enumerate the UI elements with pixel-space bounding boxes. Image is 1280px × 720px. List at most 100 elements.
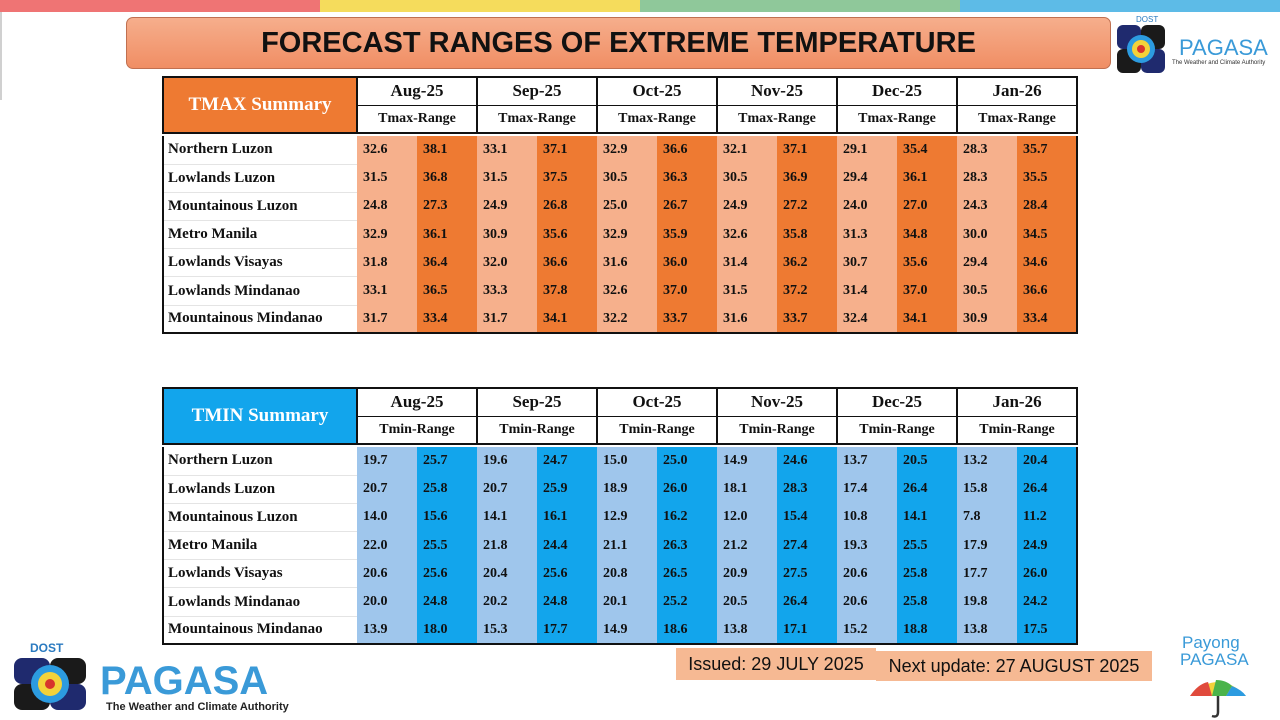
tmax-range-low-cell: 24.8	[357, 192, 417, 221]
tmax-month-header: Oct-25	[596, 76, 718, 106]
tmin-range-high-cell: 25.6	[537, 559, 597, 588]
tmin-range-high-cell: 25.5	[897, 531, 958, 560]
umbrella-icon	[1190, 680, 1246, 718]
tmax-range-high-cell: 36.4	[417, 248, 477, 277]
tmax-range-high-cell: 36.9	[777, 164, 838, 193]
tmax-range-low-cell: 32.9	[597, 136, 657, 165]
tmin-range-high-cell: 25.7	[417, 447, 477, 476]
tmax-range-high-cell: 26.7	[657, 192, 717, 221]
tmax-range-high-cell: 38.1	[417, 136, 477, 165]
tmax-range-high-cell: 36.6	[657, 136, 717, 165]
table-row: Mountainous Luzon 14.0 15.6 14.1 16.1 12.9 16.…	[162, 503, 1079, 533]
tmax-range-low-cell: 25.0	[597, 192, 657, 221]
tmax-range-high-cell: 35.5	[1017, 164, 1079, 193]
table-row: Lowlands Luzon 31.5 36.8 31.5 37.5 30.5 36.3 30…	[162, 164, 1079, 193]
tmin-range-low-cell: 20.1	[597, 587, 657, 617]
tmin-range-high-cell: 25.9	[537, 475, 597, 504]
tmin-range-high-cell: 25.2	[657, 587, 717, 617]
table-row: Metro Manila 32.9 36.1 30.9 35.6 32.9 35.9 32.6…	[162, 220, 1079, 250]
tmin-region-label: Mountainous Mindanao	[162, 616, 357, 646]
tmax-range-high-cell: 33.4	[417, 305, 477, 335]
logo-bottom-dost: DOST	[30, 641, 64, 655]
tmin-range-low-cell: 20.6	[837, 587, 898, 617]
tmin-range-high-cell: 14.1	[897, 503, 958, 532]
tmin-range-low-cell: 20.5	[717, 587, 777, 617]
tmax-range-high-cell: 36.0	[657, 248, 717, 277]
tmin-range-low-cell: 20.7	[357, 475, 417, 504]
tmax-region-label: Metro Manila	[162, 220, 357, 250]
tmin-region-label: Mountainous Luzon	[162, 503, 357, 533]
tmax-range-low-cell: 31.8	[357, 248, 417, 277]
tmax-range-high-cell: 35.6	[537, 220, 597, 249]
tmin-range-high-cell: 25.6	[417, 559, 477, 588]
tmax-region-label: Lowlands Mindanao	[162, 276, 357, 306]
tmin-range-high-cell: 27.4	[777, 531, 838, 560]
tmin-range-low-cell: 10.8	[837, 503, 898, 532]
tmin-range-low-cell: 20.6	[357, 559, 417, 588]
tmin-range-label: Tmin-Range	[836, 416, 959, 445]
pagasa-emblem-icon	[1117, 25, 1165, 73]
tmax-range-label: Tmax-Range	[836, 105, 959, 134]
tmax-range-high-cell: 33.4	[1017, 305, 1079, 335]
tmin-range-low-cell: 18.1	[717, 475, 777, 504]
tmax-range-label: Tmax-Range	[476, 105, 598, 134]
tmax-range-high-cell: 37.0	[897, 276, 958, 306]
tmax-range-low-cell: 32.4	[837, 305, 898, 335]
tmin-range-low-cell: 13.9	[357, 616, 417, 646]
tmin-range-label: Tmin-Range	[596, 416, 718, 445]
tmin-range-low-cell: 21.1	[597, 531, 657, 560]
tmin-range-low-cell: 20.2	[477, 587, 537, 617]
tmin-range-high-cell: 24.6	[777, 447, 838, 476]
tmax-range-low-cell: 30.7	[837, 248, 898, 277]
payong-line2: PAGASA	[1180, 650, 1249, 669]
tmax-range-high-cell: 27.3	[417, 192, 477, 221]
tmax-range-high-cell: 37.1	[537, 136, 597, 165]
tmin-range-label: Tmin-Range	[715, 416, 839, 445]
tmin-range-high-cell: 28.3	[777, 475, 838, 504]
tmax-range-low-cell: 32.6	[717, 220, 777, 249]
tmax-range-low-cell: 31.5	[357, 164, 417, 193]
logo-bottom-tagline: The Weather and Climate Authority	[106, 701, 290, 713]
tmin-range-high-cell: 26.0	[1017, 559, 1079, 588]
tmin-range-low-cell: 19.7	[357, 447, 417, 476]
tmax-summary-title: TMAX Summary	[162, 76, 358, 134]
tmax-range-high-cell: 36.3	[657, 164, 717, 193]
tmax-range-high-cell: 37.8	[537, 276, 597, 306]
tmax-range-low-cell: 32.0	[477, 248, 537, 277]
tmax-range-low-cell: 31.6	[597, 248, 657, 277]
tmin-month-header: Aug-25	[356, 387, 478, 417]
tmin-range-label: Tmin-Range	[476, 416, 598, 445]
table-row: Mountainous Mindanao 31.7 33.4 31.7 34.1 32.2…	[162, 305, 1079, 335]
stripe-yellow	[320, 0, 640, 12]
tmax-range-low-cell: 32.9	[597, 220, 657, 249]
tmax-range-low-cell: 24.3	[957, 192, 1018, 221]
tmin-range-high-cell: 16.2	[657, 503, 717, 532]
tmin-range-label: Tmin-Range	[956, 416, 1079, 445]
tmax-range-low-cell: 30.5	[717, 164, 777, 193]
tmax-range-low-cell: 33.1	[477, 136, 537, 165]
table-row: Northern Luzon 32.6 38.1 33.1 37.1 32.9 36.6 32…	[162, 136, 1079, 165]
tmax-region-label: Lowlands Visayas	[162, 248, 357, 278]
tmax-range-low-cell: 31.7	[477, 305, 537, 335]
tmin-range-low-cell: 12.9	[597, 503, 657, 532]
stripe-blue	[960, 0, 1280, 12]
tmax-month-header: Sep-25	[476, 76, 598, 106]
tmax-range-high-cell: 35.4	[897, 136, 958, 165]
tmin-range-high-cell: 18.0	[417, 616, 477, 646]
tmax-range-low-cell: 24.9	[477, 192, 537, 221]
tmax-range-high-cell: 27.0	[897, 192, 958, 221]
tmin-region-label: Northern Luzon	[162, 447, 357, 476]
tmin-range-high-cell: 15.6	[417, 503, 477, 532]
table-row: Lowlands Visayas 20.6 25.6 20.4 25.6 20.8 26.5…	[162, 559, 1079, 589]
tmax-range-high-cell: 36.6	[537, 248, 597, 277]
tmin-range-high-cell: 24.4	[537, 531, 597, 560]
tmax-range-high-cell: 27.2	[777, 192, 838, 221]
tmax-range-high-cell: 34.1	[897, 305, 958, 335]
table-row: Northern Luzon 19.7 25.7 19.6 24.7 15.0 25.0 14…	[162, 447, 1079, 476]
tmin-range-high-cell: 24.8	[417, 587, 477, 617]
left-divider-line	[0, 12, 2, 100]
tmax-range-low-cell: 30.0	[957, 220, 1018, 249]
tmax-range-low-cell: 24.0	[837, 192, 898, 221]
tmin-range-high-cell: 25.0	[657, 447, 717, 476]
table-row: Mountainous Luzon 24.8 27.3 24.9 26.8 25.0 26.…	[162, 192, 1079, 222]
